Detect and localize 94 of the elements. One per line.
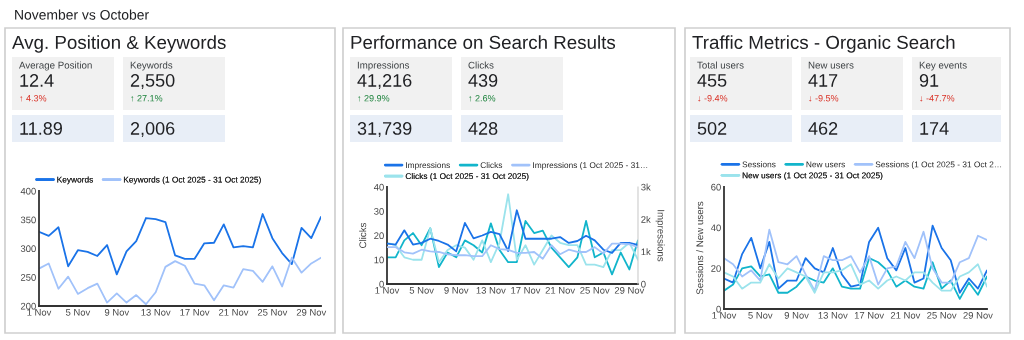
y-tick-label: 40: [710, 224, 721, 232]
x-tick-label: 5 Nov: [65, 309, 91, 316]
legend-label: Impressions: [406, 161, 450, 170]
x-tick-label: 25 Nov: [927, 312, 957, 319]
x-tick-label: 17 Nov: [180, 309, 210, 316]
text: 41,216: [357, 74, 412, 89]
x-tick-label: 13 Nov: [141, 309, 171, 316]
y-tick-label: 20: [374, 232, 384, 240]
text: Keywords: [130, 61, 173, 71]
text: 439: [468, 74, 498, 87]
text: Traffic Metrics - Organic Search: [692, 35, 955, 53]
y-tick-label: 200: [20, 302, 36, 310]
y-tick-label: 10: [374, 256, 384, 264]
x-tick-label: 9 Nov: [444, 287, 469, 294]
line-series: [724, 263, 987, 294]
text: 11.89: [20, 122, 62, 135]
x-tick-label: 9 Nov: [104, 309, 130, 316]
text: Key events: [919, 61, 967, 71]
y-axis-title: Sessions / New users: [696, 201, 704, 295]
x-tick-label: 25 Nov: [580, 287, 610, 294]
line-series: [387, 193, 638, 268]
text: 91: [919, 74, 939, 87]
text: ↓ -47.7%: [920, 95, 955, 102]
x-tick-label: 13 Nov: [476, 287, 506, 294]
text: 417: [808, 74, 838, 87]
text: ↓ -9.5%: [809, 95, 839, 102]
legend-label: Impressions (1 Oct 2025 - 31…: [533, 161, 648, 170]
y2-tick-label: 3k: [641, 183, 651, 191]
x-tick-label: 13 Nov: [818, 312, 848, 319]
x-tick-label: 1 Nov: [27, 309, 52, 316]
text: 12.4: [20, 74, 54, 87]
text: ↑ 4.3%: [20, 95, 47, 102]
text: New users: [808, 61, 854, 69]
legend-label: Keywords (1 Oct 2025 - 31 Oct 2025): [123, 176, 261, 185]
text: 455: [697, 74, 727, 87]
text: Total users: [697, 61, 744, 69]
x-tick-label: 29 Nov: [963, 312, 993, 319]
x-tick-label: 29 Nov: [614, 287, 645, 294]
text: ↓ -9.4%: [698, 95, 728, 102]
y-tick-label: 0: [716, 305, 721, 313]
text: Avg. Position & Keywords: [12, 35, 226, 53]
x-tick-label: 1 Nov: [375, 287, 400, 294]
y2-axis-title: Impressions: [655, 210, 665, 262]
y2-tick-label: 0: [641, 280, 646, 288]
x-tick-label: 21 Nov: [219, 309, 249, 316]
x-tick-label: 21 Nov: [890, 312, 921, 319]
x-tick-label: 21 Nov: [545, 287, 576, 294]
y-tick-label: 20: [711, 265, 721, 272]
text: 462: [808, 122, 838, 135]
y-tick-label: 350: [20, 216, 36, 224]
text: ↑ 29.9%: [358, 95, 390, 102]
legend-label: Sessions (1 Oct 2025 - 31 Oct 2…: [875, 161, 1002, 169]
y-axis-title: Clicks: [359, 222, 367, 248]
text: 2,550: [130, 74, 175, 89]
text: 428: [468, 122, 498, 135]
text: ↑ 2.6%: [469, 95, 496, 102]
text: Impressions: [357, 61, 410, 71]
x-tick-label: 29 Nov: [296, 309, 327, 316]
legend-label: Clicks: [480, 161, 503, 169]
line-series: [387, 242, 638, 260]
y-tick-label: 0: [379, 280, 384, 288]
legend-label: New users: [806, 161, 845, 168]
text: 502: [697, 122, 727, 135]
x-tick-label: 17 Nov: [511, 287, 541, 294]
x-tick-label: 25 Nov: [257, 309, 288, 316]
y-tick-label: 40: [373, 183, 384, 191]
y-tick-label: 60: [711, 183, 721, 191]
x-tick-label: 1 Nov: [712, 312, 737, 319]
line-series: [39, 213, 321, 276]
x-tick-label: 17 Nov: [854, 312, 885, 319]
text: Average Position: [19, 61, 92, 71]
legend-label: Clicks (1 Oct 2025 - 31 Oct 2025): [405, 172, 529, 181]
legend-label: Keywords: [57, 176, 93, 185]
legend-label: New users (1 Oct 2025 - 31 Oct 2025): [742, 172, 883, 180]
y-tick-label: 250: [20, 274, 36, 281]
text: 2,006: [130, 122, 175, 137]
y2-tick-label: 1k: [641, 248, 651, 256]
line-series: [724, 257, 987, 300]
text: November vs October: [15, 9, 149, 20]
y-tick-label: 400: [20, 187, 36, 195]
text: Clicks: [468, 61, 494, 69]
text: Performance on Search Results: [351, 35, 616, 50]
line-series: [387, 209, 638, 254]
x-tick-label: 5 Nov: [748, 312, 773, 319]
text: ↑ 27.1%: [131, 95, 163, 102]
text: 174: [920, 122, 949, 135]
text: 31,739: [357, 122, 412, 137]
legend-label: Sessions: [742, 161, 776, 168]
y-tick-label: 300: [20, 245, 36, 253]
x-tick-label: 9 Nov: [784, 312, 809, 319]
line-series: [387, 220, 638, 276]
y-tick-label: 30: [374, 208, 384, 215]
y2-tick-label: 2k: [641, 215, 651, 223]
x-tick-label: 5 Nov: [409, 287, 434, 294]
